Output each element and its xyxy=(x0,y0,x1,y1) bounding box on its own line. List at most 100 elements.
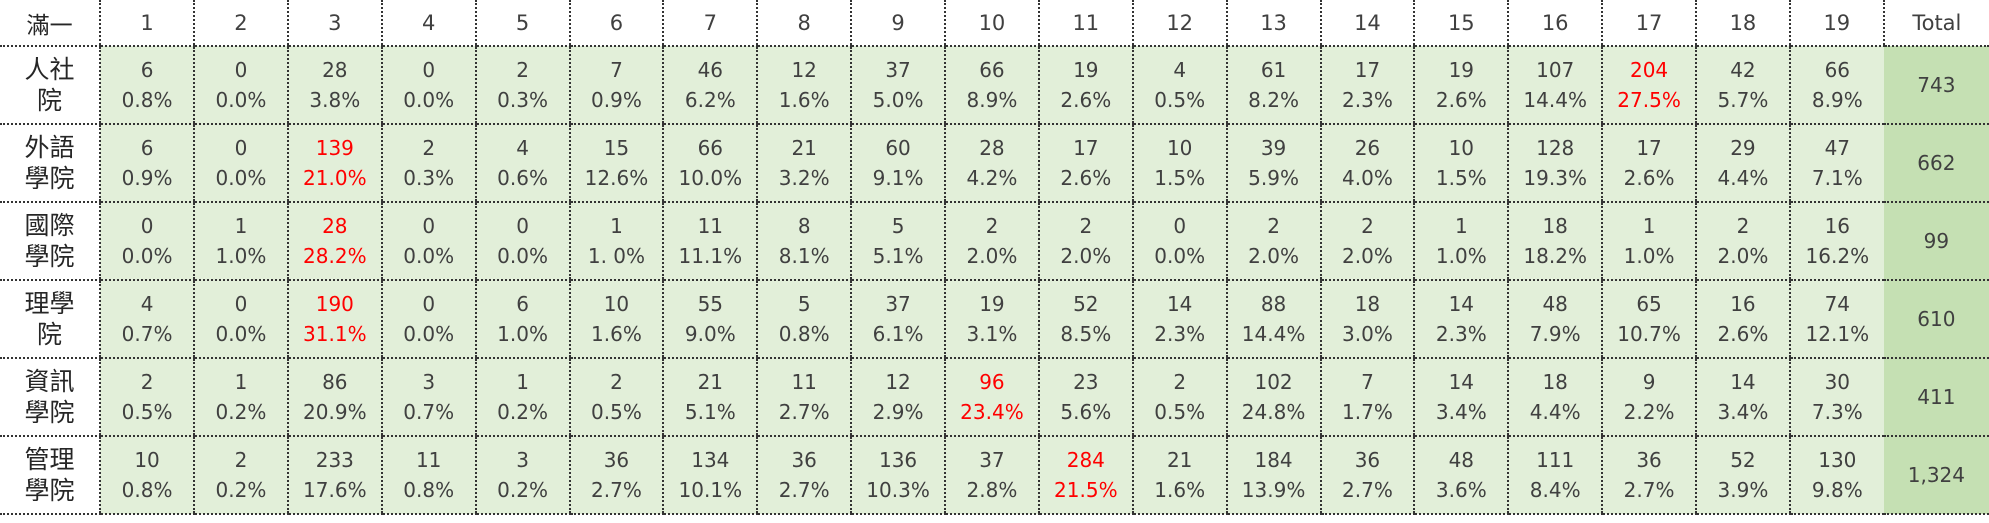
cell-count: 2 xyxy=(1079,214,1093,238)
data-cell: 16 16.2% xyxy=(1788,202,1884,281)
cell-count: 0 xyxy=(516,214,529,238)
data-cell: 4 0.6% xyxy=(474,124,570,203)
cell-percent: 2.7% xyxy=(778,400,830,424)
cell-percent: 0.5% xyxy=(121,400,173,424)
data-cell: 0 0.0% xyxy=(193,124,288,203)
data-cell: 0 0.0% xyxy=(99,202,194,281)
cell-count: 2 xyxy=(422,136,436,160)
cell-count: 128 xyxy=(1536,136,1575,160)
cell-percent: 2.6% xyxy=(1060,166,1112,190)
column-header-11: 11 xyxy=(1037,0,1133,47)
row-total: 743 xyxy=(1883,46,1989,125)
data-cell: 2 0.3% xyxy=(380,124,476,203)
cell-count: 11 xyxy=(697,214,724,238)
row-header-line: 外語 xyxy=(24,133,75,162)
cell-count: 0 xyxy=(422,58,436,82)
data-cell: 0 0.0% xyxy=(380,280,476,359)
data-cell: 37 6.1% xyxy=(850,280,945,359)
cell-count: 10 xyxy=(603,292,630,316)
cell-percent: 2.7% xyxy=(778,478,830,502)
data-cell: 2 2.0% xyxy=(1695,202,1790,281)
column-header-9: 9 xyxy=(850,0,945,47)
cell-percent: 12.6% xyxy=(584,166,649,190)
row-header-line: 理學 xyxy=(24,289,75,318)
cell-percent: 2.0% xyxy=(1248,244,1299,268)
data-cell: 0 0.0% xyxy=(193,280,288,359)
cell-count: 139 xyxy=(315,136,354,160)
data-cell: 1 1.0% xyxy=(1601,202,1696,281)
table-row: 外語 學院 6 0.9% 0 0.0% 139 21.0% 2 0.3% 4 0.6% 15 12.6% 6… xyxy=(0,124,1989,203)
cell-percent: 4.4% xyxy=(1529,400,1581,424)
data-cell: 6 0.9% xyxy=(99,124,194,203)
data-cell: 136 10.3% xyxy=(850,436,945,515)
data-cell: 2 2.0% xyxy=(1037,202,1133,281)
table-row: 資訊 學院 2 0.5% 1 0.2% 86 20.9% 3 0.7% 1 0.2% 2 0.5% 21 5.… xyxy=(0,358,1989,437)
data-cell: 55 9.0% xyxy=(662,280,758,359)
table-body: 人社院 6 0.8% 0 0.0% 28 3.8% 0 0.0% 2 0.3% 7 0.9% 46 6.2%… xyxy=(0,46,1989,515)
cell-percent: 0.8% xyxy=(403,478,455,502)
row-header-line: 人社 xyxy=(24,55,75,84)
data-cell: 37 5.0% xyxy=(850,46,945,125)
data-cell: 36 2.7% xyxy=(1319,436,1415,515)
cell-count: 184 xyxy=(1254,448,1293,472)
data-cell: 48 3.6% xyxy=(1413,436,1509,515)
cell-count: 0 xyxy=(422,292,436,316)
cell-percent: 10.3% xyxy=(866,478,930,502)
cell-count: 204 xyxy=(1629,58,1669,82)
cell-count: 8 xyxy=(797,214,811,238)
cell-percent: 0.0% xyxy=(403,244,455,268)
cell-count: 233 xyxy=(315,448,354,472)
cell-count: 2 xyxy=(1173,370,1187,394)
data-cell: 4 0.5% xyxy=(1131,46,1227,125)
data-cell: 65 10.7% xyxy=(1601,280,1696,359)
cell-percent: 0.3% xyxy=(403,166,455,190)
data-cell: 2 2.0% xyxy=(944,202,1039,281)
cell-count: 2 xyxy=(1361,214,1374,238)
cell-count: 136 xyxy=(878,448,918,472)
data-cell: 0 0.0% xyxy=(380,46,476,125)
cell-percent: 4.2% xyxy=(966,166,1018,190)
cell-count: 111 xyxy=(1536,448,1575,472)
data-cell: 7 0.9% xyxy=(568,46,664,125)
column-header-15: 15 xyxy=(1413,0,1509,47)
cell-count: 12 xyxy=(885,370,911,394)
cell-count: 19 xyxy=(979,292,1005,316)
data-cell: 12 1.6% xyxy=(756,46,852,125)
cell-percent: 1. 0% xyxy=(587,244,646,268)
cell-count: 19 xyxy=(1448,58,1475,82)
data-cell: 0 0.0% xyxy=(380,202,476,281)
cell-count: 74 xyxy=(1824,292,1851,316)
data-cell: 11 0.8% xyxy=(380,436,476,515)
data-cell: 11 11.1% xyxy=(662,202,758,281)
cell-percent: 0.9% xyxy=(591,88,642,112)
data-cell: 10 1.6% xyxy=(568,280,664,359)
data-cell: 28 4.2% xyxy=(944,124,1039,203)
data-cell: 10 1.5% xyxy=(1413,124,1509,203)
cell-count: 1 xyxy=(1454,214,1468,238)
cell-count: 16 xyxy=(1824,214,1851,238)
row-header: 理學院 xyxy=(0,280,101,359)
cell-percent: 0.5% xyxy=(1154,88,1206,112)
cell-count: 28 xyxy=(322,214,348,238)
cell-count: 4 xyxy=(140,292,154,316)
cell-count: 130 xyxy=(1818,448,1857,472)
cell-count: 1 xyxy=(610,214,623,238)
cell-percent: 1.7% xyxy=(1342,400,1393,424)
cell-percent: 8.4% xyxy=(1529,478,1581,502)
cell-percent: 31.1% xyxy=(303,322,367,346)
data-cell: 139 21.0% xyxy=(286,124,382,203)
row-header: 資訊 學院 xyxy=(0,358,101,437)
cell-count: 36 xyxy=(1354,448,1381,472)
data-cell: 284 21.5% xyxy=(1037,436,1133,515)
data-cell: 128 19.3% xyxy=(1507,124,1603,203)
cell-count: 1 xyxy=(234,214,248,238)
cell-percent: 0.0% xyxy=(403,88,455,112)
cell-percent: 17.6% xyxy=(303,478,367,502)
cell-count: 15 xyxy=(603,136,630,160)
row-header-line: 資訊 xyxy=(24,367,75,396)
cell-count: 60 xyxy=(885,136,911,160)
cell-count: 3 xyxy=(422,370,436,394)
cell-count: 2 xyxy=(140,370,154,394)
cell-percent: 2.0% xyxy=(1717,244,1769,268)
cell-percent: 3.0% xyxy=(1342,322,1393,346)
